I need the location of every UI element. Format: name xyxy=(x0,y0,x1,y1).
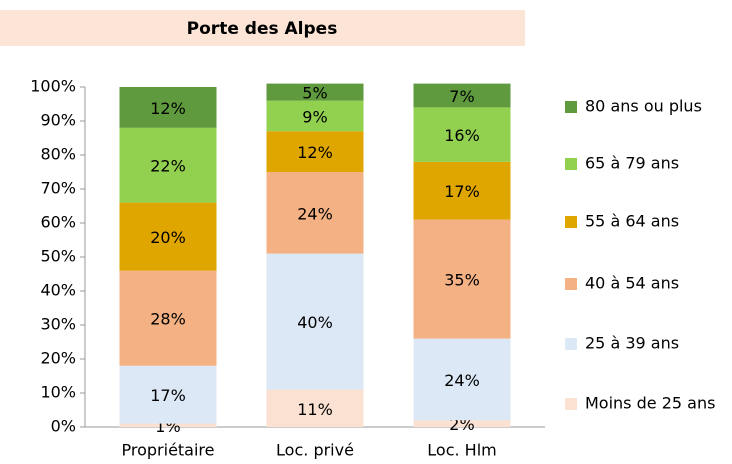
y-tick-label: 0% xyxy=(51,417,76,436)
value-label: 11% xyxy=(297,400,333,419)
bar-segment xyxy=(413,338,511,421)
legend-swatch xyxy=(565,101,577,113)
value-label: 7% xyxy=(449,87,474,106)
y-tick-label: 100% xyxy=(30,77,76,96)
x-tick-label: Loc. privé xyxy=(276,441,354,460)
legend-swatch xyxy=(565,338,577,350)
legend-label: 65 à 79 ans xyxy=(585,154,679,173)
value-label: 20% xyxy=(150,228,186,247)
bar-segment xyxy=(266,100,364,132)
bar-segment xyxy=(266,253,364,390)
bar-segment xyxy=(266,83,364,101)
value-label: 35% xyxy=(444,271,480,290)
y-tick-label: 50% xyxy=(40,247,76,266)
bar-segment xyxy=(413,219,511,339)
legend-label: 40 à 54 ans xyxy=(585,274,679,293)
bar-segment xyxy=(119,270,217,366)
y-tick-label: 60% xyxy=(40,213,76,232)
bar-segment xyxy=(413,107,511,162)
y-tick-label: 70% xyxy=(40,179,76,198)
legend-swatch xyxy=(565,216,577,228)
legend-label: 55 à 64 ans xyxy=(585,212,679,231)
bar-segment xyxy=(413,83,511,108)
value-label: 24% xyxy=(444,371,480,390)
title-box xyxy=(0,10,525,46)
x-tick-label: Propriétaire xyxy=(122,441,215,460)
legend-swatch xyxy=(565,398,577,410)
value-label: 17% xyxy=(150,386,186,405)
value-label: 22% xyxy=(150,157,186,176)
bar-segment xyxy=(119,127,217,203)
y-tick-label: 90% xyxy=(40,111,76,130)
value-label: 40% xyxy=(297,313,333,332)
value-label: 5% xyxy=(302,84,327,103)
y-tick-label: 80% xyxy=(40,145,76,164)
value-label: 28% xyxy=(150,310,186,329)
bar-segment xyxy=(119,423,217,427)
value-label: 16% xyxy=(444,126,480,145)
legend-swatch xyxy=(565,158,577,170)
value-label: 9% xyxy=(302,107,327,126)
legend-label: Moins de 25 ans xyxy=(585,394,715,413)
x-tick-label: Loc. Hlm xyxy=(427,441,496,460)
bar-segment xyxy=(266,131,364,172)
bar-segment xyxy=(413,420,511,427)
y-tick-label: 10% xyxy=(40,383,76,402)
bar-segment xyxy=(119,202,217,271)
legend-label: 25 à 39 ans xyxy=(585,334,679,353)
legend-label: 80 ans ou plus xyxy=(585,97,702,116)
y-tick-label: 40% xyxy=(40,281,76,300)
value-label: 17% xyxy=(444,182,480,201)
bar-segment xyxy=(266,389,364,427)
chart-title: Porte des Alpes xyxy=(187,19,338,39)
y-tick-label: 30% xyxy=(40,315,76,334)
bar-segment xyxy=(266,172,364,254)
value-label: 24% xyxy=(297,204,333,223)
value-label: 12% xyxy=(297,143,333,162)
bar-segment xyxy=(119,365,217,424)
value-label: 12% xyxy=(150,99,186,118)
bar-segment xyxy=(119,87,217,128)
legend-swatch xyxy=(565,278,577,290)
bar-segment xyxy=(413,161,511,220)
y-tick-label: 20% xyxy=(40,349,76,368)
